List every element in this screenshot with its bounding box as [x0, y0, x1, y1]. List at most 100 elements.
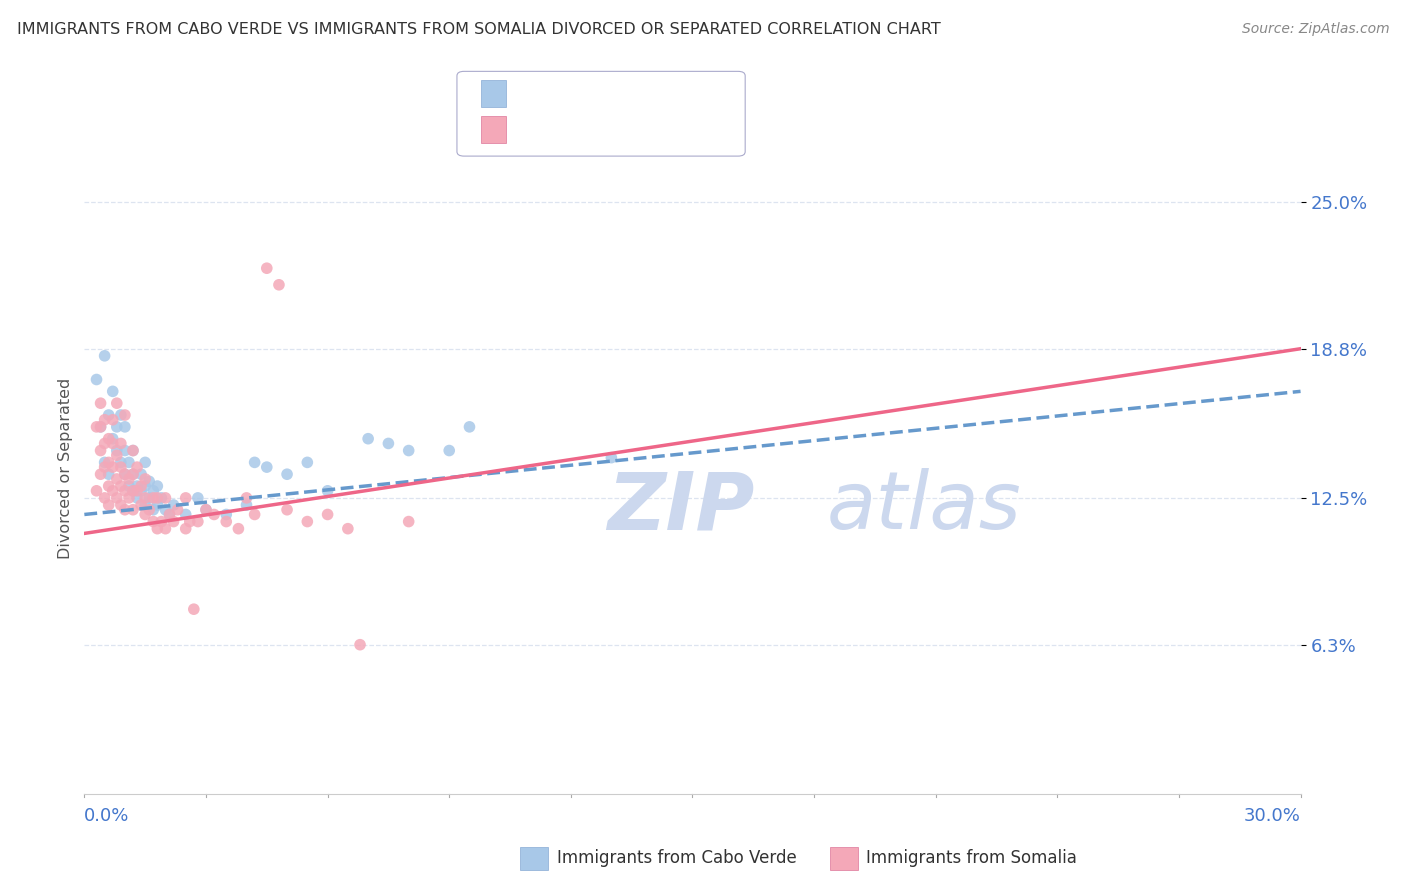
- Point: [125, 460, 148, 475]
- Text: 0.283: 0.283: [557, 122, 614, 140]
- Point: [134, 455, 156, 469]
- Point: [101, 436, 124, 450]
- Point: [256, 261, 278, 276]
- Point: [129, 467, 152, 482]
- Point: [174, 508, 197, 522]
- Point: [146, 479, 169, 493]
- Point: [122, 443, 145, 458]
- Point: [110, 498, 132, 512]
- Point: [90, 467, 112, 482]
- Point: [138, 491, 160, 505]
- Point: [134, 491, 156, 505]
- Point: [93, 460, 115, 475]
- Point: [97, 455, 120, 469]
- Point: [86, 420, 108, 434]
- Point: [90, 420, 112, 434]
- Point: [90, 396, 112, 410]
- Point: [297, 455, 319, 469]
- Point: [215, 508, 238, 522]
- Point: [118, 491, 141, 505]
- Point: [101, 483, 124, 498]
- Point: [90, 420, 112, 434]
- Point: [194, 502, 218, 516]
- Text: IMMIGRANTS FROM CABO VERDE VS IMMIGRANTS FROM SOMALIA DIVORCED OR SEPARATED CORR: IMMIGRANTS FROM CABO VERDE VS IMMIGRANTS…: [17, 22, 941, 37]
- Point: [146, 491, 169, 505]
- Point: [114, 408, 136, 422]
- Point: [243, 455, 266, 469]
- Point: [93, 436, 115, 450]
- Point: [97, 498, 120, 512]
- Point: [150, 515, 173, 529]
- Point: [129, 498, 152, 512]
- Point: [110, 455, 132, 469]
- Point: [105, 396, 128, 410]
- Point: [276, 467, 298, 482]
- Point: [97, 467, 120, 482]
- Point: [110, 479, 132, 493]
- Point: [150, 491, 173, 505]
- Point: [110, 408, 132, 422]
- Point: [349, 638, 371, 652]
- Point: [114, 483, 136, 498]
- Point: [142, 491, 165, 505]
- Point: [155, 502, 177, 516]
- Point: [162, 515, 184, 529]
- Point: [114, 467, 136, 482]
- Point: [166, 502, 188, 516]
- Point: [142, 483, 165, 498]
- Point: [122, 502, 145, 516]
- Point: [110, 436, 132, 450]
- Point: [228, 522, 250, 536]
- Point: [105, 472, 128, 486]
- Point: [276, 502, 298, 516]
- Text: ZIP: ZIP: [607, 468, 755, 547]
- Point: [134, 508, 156, 522]
- Point: [138, 475, 160, 489]
- Point: [118, 472, 141, 486]
- Point: [93, 413, 115, 427]
- Point: [235, 498, 257, 512]
- Text: N =: N =: [626, 122, 665, 140]
- Point: [398, 515, 420, 529]
- Text: 0.193: 0.193: [557, 87, 613, 104]
- Point: [118, 479, 141, 493]
- Point: [97, 432, 120, 446]
- Text: Source: ZipAtlas.com: Source: ZipAtlas.com: [1241, 22, 1389, 37]
- Point: [174, 522, 197, 536]
- Point: [142, 515, 165, 529]
- Text: R =: R =: [520, 122, 560, 140]
- Text: N =: N =: [626, 87, 665, 104]
- Point: [377, 436, 399, 450]
- Point: [86, 372, 108, 386]
- Point: [439, 443, 461, 458]
- Point: [105, 420, 128, 434]
- Point: [600, 450, 623, 465]
- Y-axis label: Divorced or Separated: Divorced or Separated: [58, 377, 73, 559]
- Point: [187, 491, 209, 505]
- Point: [183, 602, 205, 616]
- Point: [114, 502, 136, 516]
- Point: [187, 515, 209, 529]
- Point: [155, 491, 177, 505]
- Point: [159, 508, 181, 522]
- Point: [235, 491, 257, 505]
- Point: [129, 479, 152, 493]
- Point: [122, 483, 145, 498]
- Point: [179, 515, 201, 529]
- Point: [105, 448, 128, 462]
- Point: [110, 460, 132, 475]
- Point: [256, 460, 278, 475]
- Point: [125, 491, 148, 505]
- Point: [174, 491, 197, 505]
- Point: [267, 277, 290, 292]
- Text: Immigrants from Somalia: Immigrants from Somalia: [866, 849, 1077, 867]
- Point: [93, 349, 115, 363]
- Point: [458, 420, 481, 434]
- Point: [134, 472, 156, 486]
- Point: [97, 408, 120, 422]
- Point: [90, 443, 112, 458]
- Point: [316, 483, 339, 498]
- Point: [93, 491, 115, 505]
- Point: [93, 455, 115, 469]
- Text: 53: 53: [657, 87, 682, 104]
